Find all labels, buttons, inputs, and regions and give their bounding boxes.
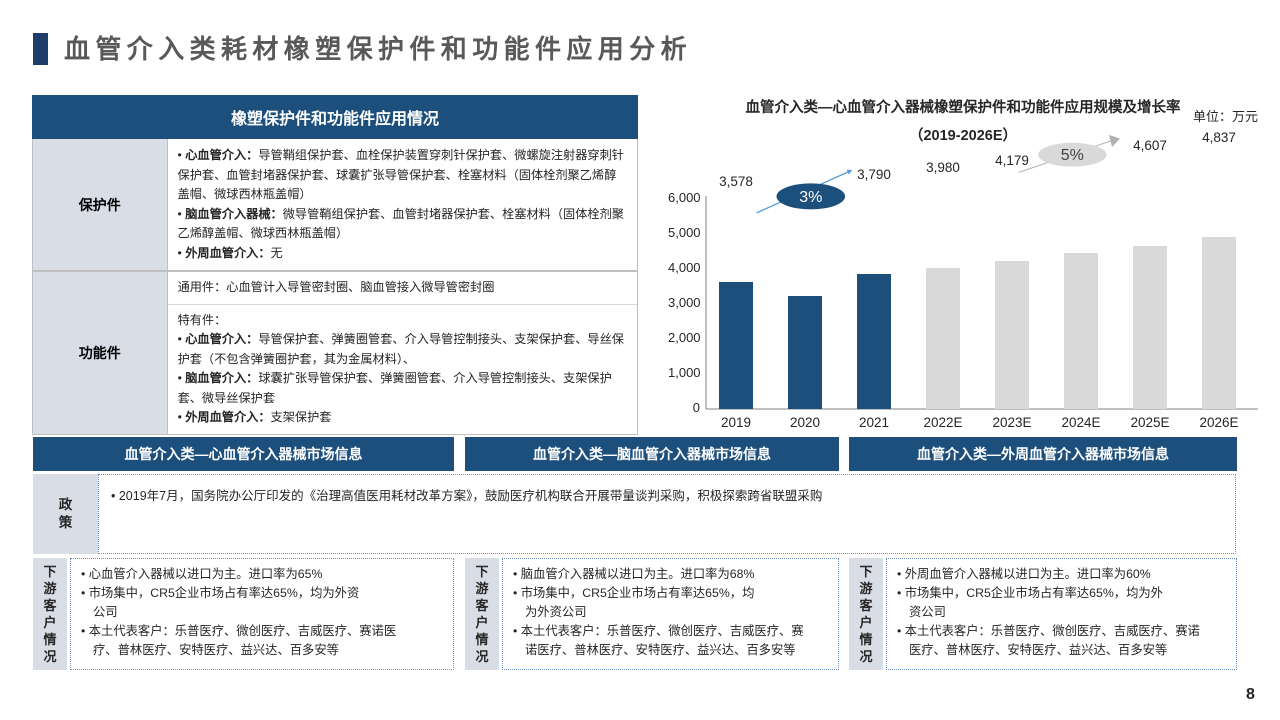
svg-text:3%: 3% — [799, 189, 822, 206]
svg-text:5%: 5% — [1061, 147, 1084, 164]
